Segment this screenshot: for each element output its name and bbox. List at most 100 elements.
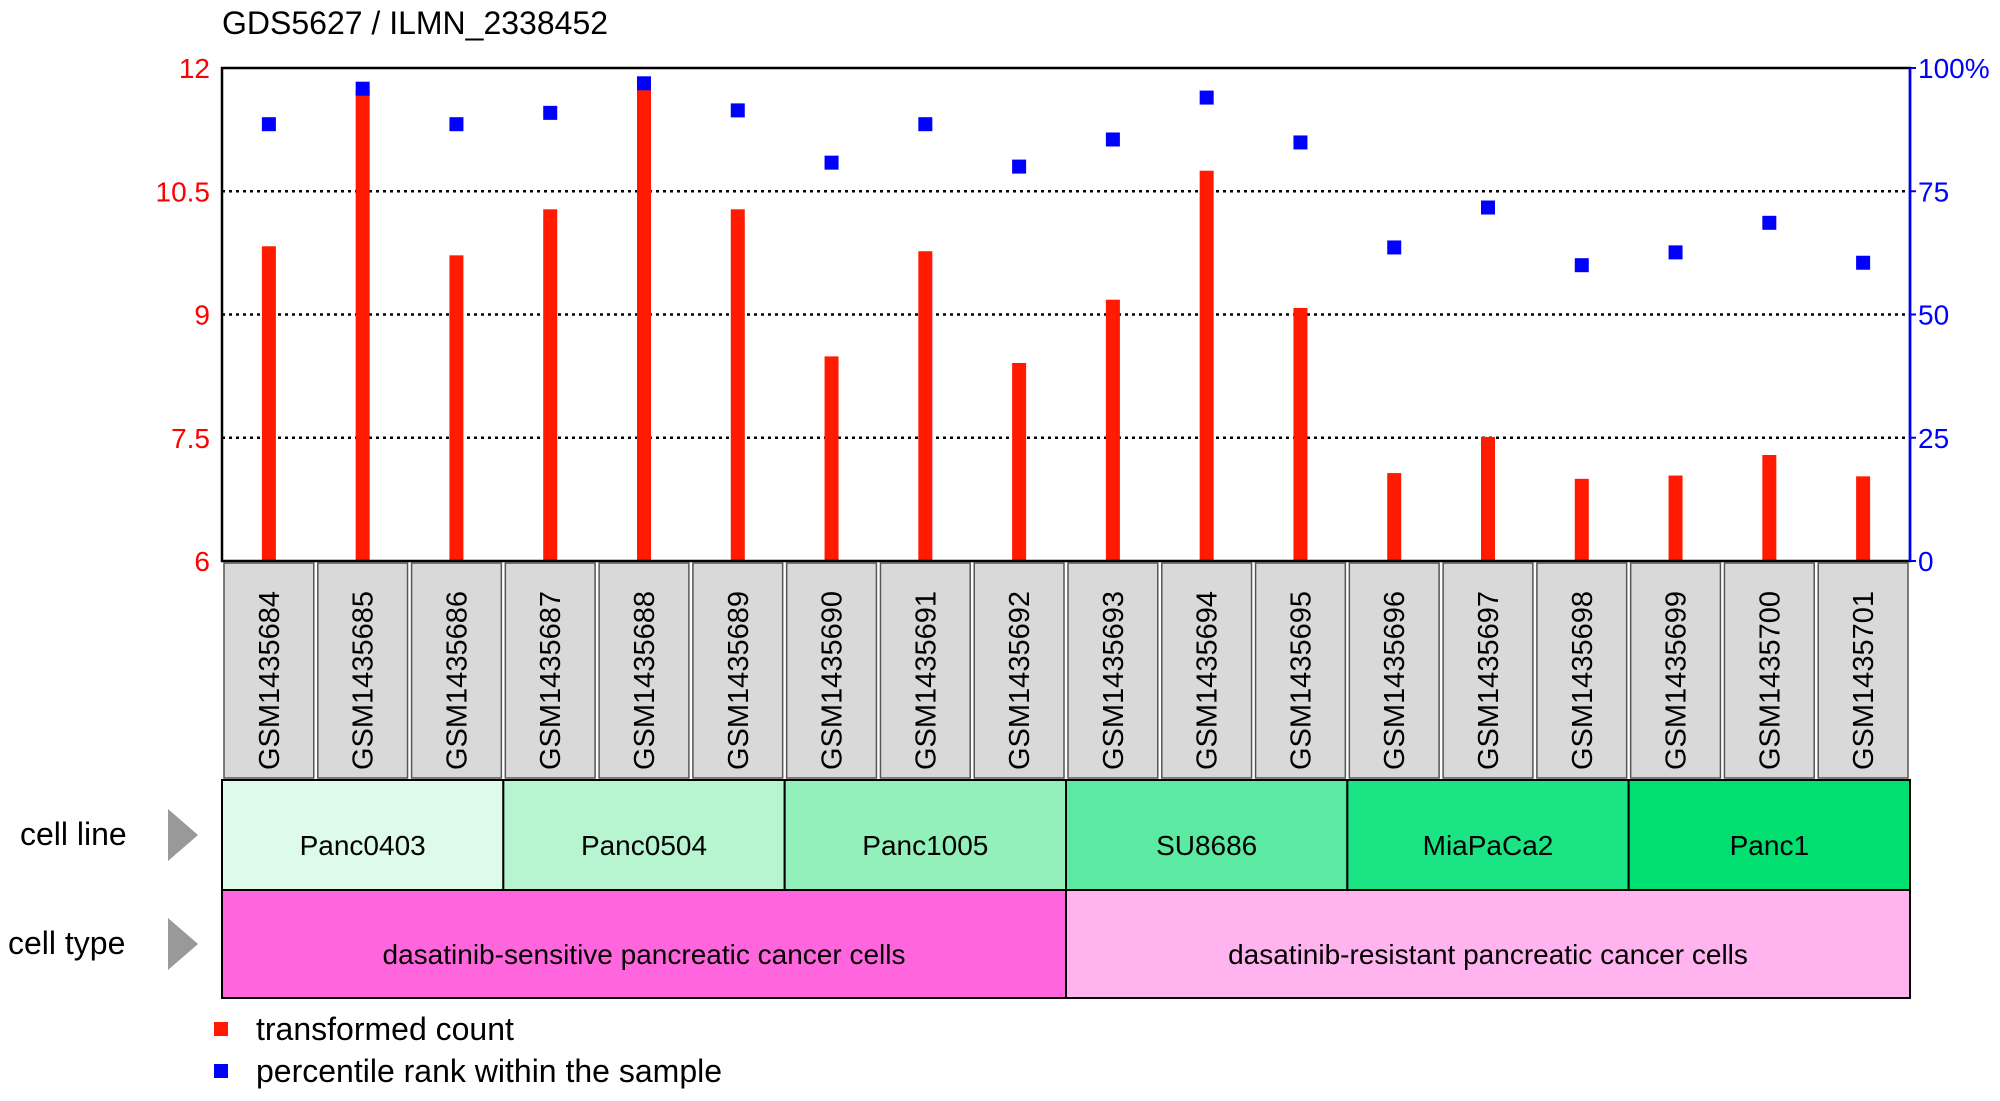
sample-label-box xyxy=(598,562,690,779)
sample-label-box xyxy=(1629,562,1722,779)
bar-transformed-count xyxy=(1856,476,1871,561)
sample-label: GSM1435694 xyxy=(1192,591,1224,770)
sample-label: GSM1435697 xyxy=(1473,591,1505,770)
bar-transformed-count xyxy=(918,251,933,561)
annotation-group-cell xyxy=(1346,779,1630,891)
sample-label-box xyxy=(504,562,596,779)
point-percentile-rank xyxy=(1762,215,1777,230)
bar-transformed-count xyxy=(1668,475,1683,561)
point-percentile-rank xyxy=(1293,135,1308,150)
sample-label: GSM1435701 xyxy=(1848,591,1880,770)
sample-label: GSM1435692 xyxy=(1004,591,1036,770)
bar-transformed-count xyxy=(1105,299,1120,561)
left-axis-tick-label: 7.5 xyxy=(171,423,210,454)
annotation-group-label: Panc1005 xyxy=(862,830,988,861)
point-percentile-rank xyxy=(1199,90,1214,105)
annotation-row-label: cell line xyxy=(20,816,127,852)
annotation-group-cell xyxy=(1627,779,1911,891)
sample-label: GSM1435685 xyxy=(348,591,380,770)
point-percentile-rank xyxy=(543,105,558,120)
sample-label: GSM1435698 xyxy=(1567,591,1599,770)
expand-arrow-icon xyxy=(168,918,198,970)
point-percentile-rank xyxy=(730,103,745,118)
bar-transformed-count xyxy=(355,90,370,561)
left-axis-tick-label: 6 xyxy=(194,546,210,577)
sample-label-box xyxy=(1254,562,1347,779)
point-percentile-rank xyxy=(1574,258,1589,273)
left-axis-tick-label: 9 xyxy=(194,300,210,331)
sample-label-box xyxy=(1442,562,1534,779)
bar-transformed-count xyxy=(824,356,839,561)
annotation-group-label: Panc0403 xyxy=(300,830,426,861)
point-percentile-rank xyxy=(1387,240,1402,255)
bar-transformed-count xyxy=(1293,307,1308,561)
point-percentile-rank xyxy=(449,117,464,132)
sample-label: GSM1435689 xyxy=(723,591,755,770)
point-percentile-rank xyxy=(824,155,839,170)
sample-label-box xyxy=(1723,562,1815,779)
point-percentile-rank xyxy=(918,117,933,132)
right-axis-tick-label: 25 xyxy=(1918,423,1949,454)
right-axis-tick-label: 75 xyxy=(1918,176,1949,207)
sample-label-box xyxy=(1348,562,1440,779)
bar-transformed-count xyxy=(1762,455,1777,561)
sample-label: GSM1435688 xyxy=(629,591,661,770)
point-percentile-rank xyxy=(261,117,276,132)
annotation-group-cell xyxy=(1065,889,1911,999)
annotation-group-label: dasatinib-sensitive pancreatic cancer ce… xyxy=(383,939,906,970)
annotation-group-label: dasatinib-resistant pancreatic cancer ce… xyxy=(1228,939,1748,970)
sample-label-box xyxy=(1067,562,1159,779)
bar-transformed-count xyxy=(1012,362,1027,561)
expand-arrow-icon xyxy=(168,809,198,861)
bar-transformed-count xyxy=(1199,170,1214,562)
annotation-group-cell xyxy=(1065,779,1349,891)
right-axis-tick-label: 50 xyxy=(1918,300,1949,331)
legend-swatch xyxy=(214,1064,228,1078)
annotation-group-label: SU8686 xyxy=(1156,830,1257,861)
sample-label-box xyxy=(973,562,1065,779)
point-percentile-rank xyxy=(1856,255,1871,270)
sample-label: GSM1435696 xyxy=(1379,591,1411,770)
bar-transformed-count xyxy=(730,209,745,561)
bar-transformed-count xyxy=(637,83,651,561)
sample-label-box xyxy=(1817,562,1909,779)
sample-label-box xyxy=(879,562,971,779)
right-axis-tick-label: 0 xyxy=(1918,546,1934,577)
sample-label-box xyxy=(223,562,315,779)
sample-label-box xyxy=(410,562,503,779)
legend-label: percentile rank within the sample xyxy=(256,1053,722,1089)
sample-label: GSM1435687 xyxy=(535,591,567,770)
sample-label-box xyxy=(785,562,878,779)
right-axis-tick-label: 100% xyxy=(1918,53,1990,84)
annotation-group-cell xyxy=(221,889,1067,999)
annotation-group-label: Panc1 xyxy=(1730,830,1809,861)
sample-label: GSM1435693 xyxy=(1098,591,1130,770)
point-percentile-rank xyxy=(1105,132,1120,147)
annotation-group-cell xyxy=(783,779,1068,891)
sample-label: GSM1435699 xyxy=(1661,591,1693,770)
annotation-row-label: cell type xyxy=(8,925,125,961)
legend-swatch xyxy=(214,1022,228,1036)
point-percentile-rank xyxy=(1012,159,1027,174)
point-percentile-rank xyxy=(637,76,651,91)
bar-transformed-count xyxy=(261,246,276,561)
bar-transformed-count xyxy=(543,209,558,561)
point-percentile-rank xyxy=(355,81,370,96)
bar-transformed-count xyxy=(1481,436,1495,561)
chart-title: GDS5627 / ILMN_2338452 xyxy=(222,5,608,41)
sample-label: GSM1435690 xyxy=(817,591,849,770)
left-axis-tick-label: 12 xyxy=(179,53,210,84)
sample-label-box xyxy=(1161,562,1253,779)
annotation-group-label: Panc0504 xyxy=(581,830,707,861)
legend-label: transformed count xyxy=(256,1011,514,1047)
sample-label-box xyxy=(317,562,409,779)
sample-label: GSM1435700 xyxy=(1754,591,1786,770)
bar-transformed-count xyxy=(1574,478,1589,561)
sample-label-box xyxy=(692,562,784,779)
annotation-group-label: MiaPaCa2 xyxy=(1423,830,1554,861)
sample-label: GSM1435686 xyxy=(441,591,473,770)
point-percentile-rank xyxy=(1481,200,1495,215)
sample-label: GSM1435695 xyxy=(1285,591,1317,770)
bar-transformed-count xyxy=(449,255,464,561)
